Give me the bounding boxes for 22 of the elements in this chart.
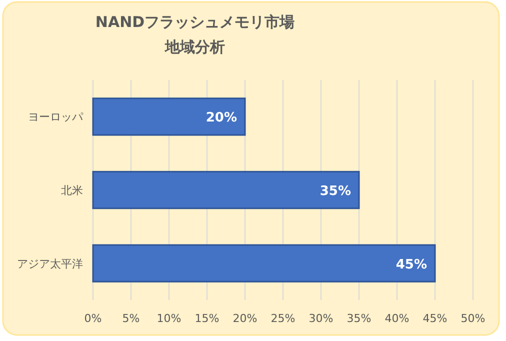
x-tick-label: 10% <box>156 312 182 325</box>
bar <box>92 98 246 136</box>
bar <box>92 170 360 210</box>
x-tick-label: 35% <box>346 312 372 325</box>
y-tick-label: ヨーロッパ <box>28 110 84 124</box>
data-label: 45% <box>396 257 427 272</box>
chart-title: NANDフラッシュメモリ市場 <box>95 13 295 31</box>
x-tick-label: 0% <box>84 312 102 325</box>
x-tick-label: 40% <box>384 312 410 325</box>
x-tick-label: 25% <box>270 312 296 325</box>
data-label: 20% <box>206 110 237 126</box>
x-tick-label: 45% <box>422 312 448 325</box>
bar <box>92 244 436 282</box>
y-tick-label: 北米 <box>61 184 83 197</box>
chart-subtitle: 地域分析 <box>164 38 225 56</box>
x-tick-label: 5% <box>122 312 140 325</box>
x-tick-label: 30% <box>308 312 334 325</box>
x-tick-label: 20% <box>232 312 258 325</box>
x-tick-label: 50% <box>460 312 486 325</box>
y-tick-label: アジア太平洋 <box>17 257 83 270</box>
x-tick-label: 15% <box>194 312 220 325</box>
data-label: 35% <box>320 184 351 199</box>
